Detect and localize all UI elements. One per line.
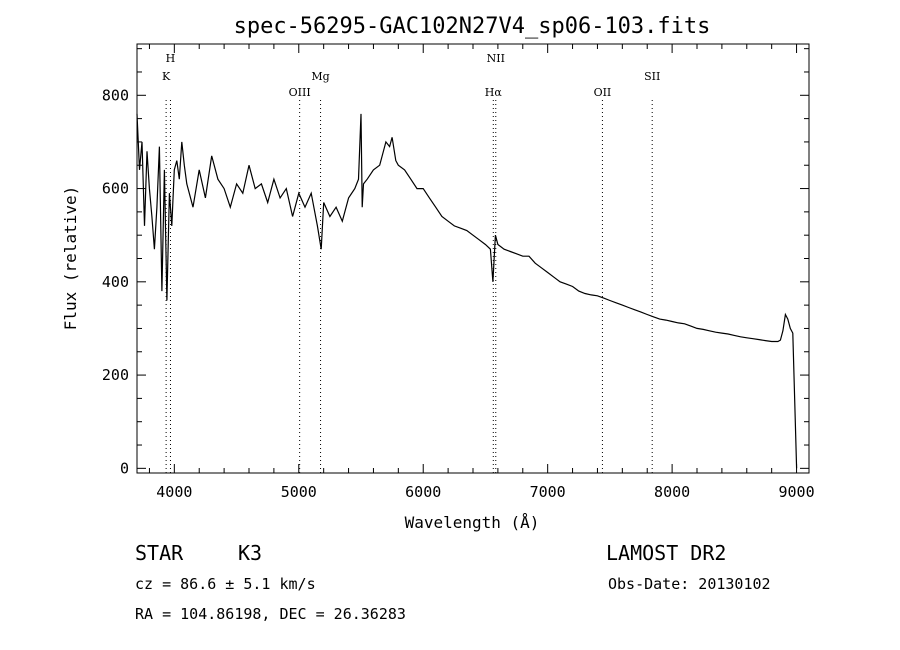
x-tick-label: 9000 (778, 483, 814, 501)
obs-date: Obs-Date: 20130102 (608, 575, 771, 593)
spectrum-chart: spec-56295-GAC102N27V4_sp06-103.fits KH O… (61, 14, 815, 532)
line-marker-label: Mg (311, 70, 329, 83)
x-tick-label: 8000 (654, 483, 690, 501)
line-marker-label: Hα (485, 86, 503, 99)
x-tick-label: 7000 (530, 483, 566, 501)
y-tick-label: 600 (102, 180, 129, 198)
chart-title: spec-56295-GAC102N27V4_sp06-103.fits (234, 14, 711, 39)
y-tick-label: 200 (102, 366, 129, 384)
x-tick-label: 4000 (156, 483, 192, 501)
x-tick-label: 5000 (281, 483, 317, 501)
redshift-cz: cz = 86.6 ± 5.1 km/s (135, 575, 316, 593)
line-marker-label: K (162, 70, 171, 83)
subclass: K3 (238, 541, 263, 565)
coordinates: RA = 104.86198, DEC = 26.36283 (135, 605, 406, 623)
y-tick-label: 0 (120, 459, 129, 477)
line-marker-label: OIII (289, 86, 311, 99)
axes: 4000 5000 6000 7000 8000 9000 0 200 400 600 800 (102, 44, 815, 501)
spectrum-series-line (136, 113, 798, 469)
line-marker-label: OII (594, 86, 612, 99)
x-axis-label: Wavelength (Å) (405, 513, 540, 532)
line-marker-label: H (166, 52, 176, 65)
y-tick-label: 800 (102, 86, 129, 104)
line-marker-label: NII (487, 52, 505, 65)
survey-name: LAMOST DR2 (606, 541, 727, 565)
plot-frame (136, 43, 810, 474)
y-tick-label: 400 (102, 273, 129, 291)
y-axis-label: Flux (relative) (61, 186, 80, 331)
x-tick-label: 6000 (405, 483, 441, 501)
object-class: STAR (135, 541, 184, 565)
line-marker-label: SII (644, 70, 660, 83)
